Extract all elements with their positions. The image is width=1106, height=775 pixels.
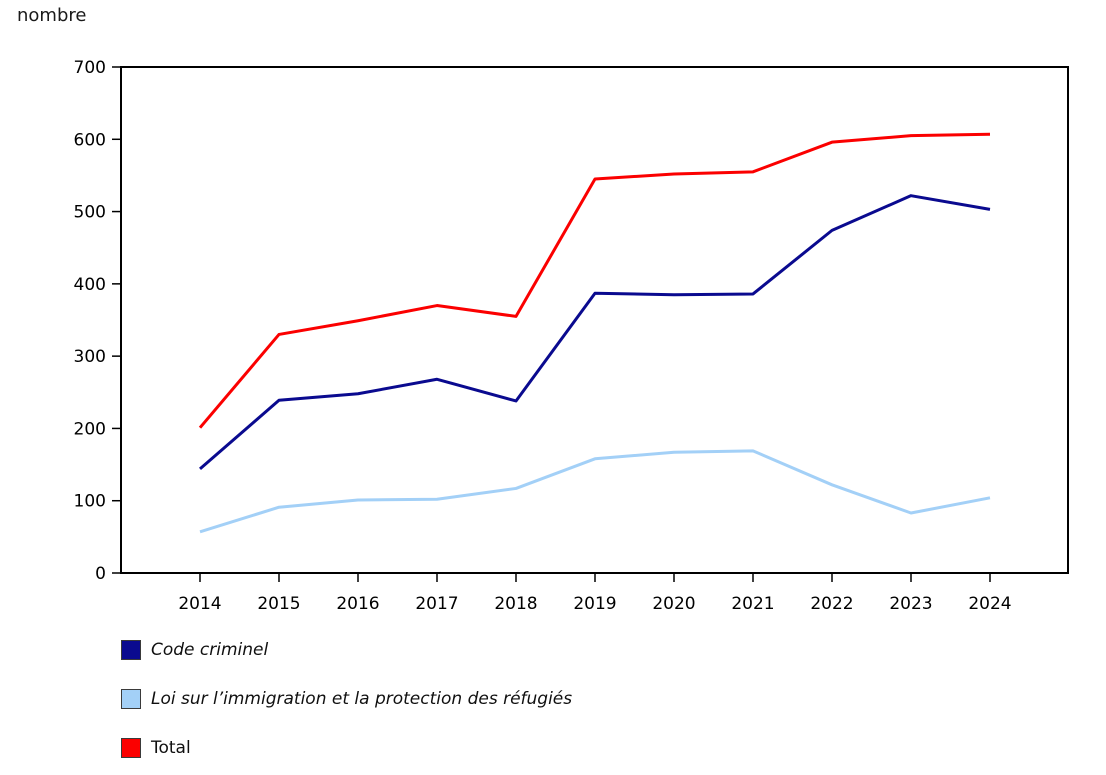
y-axis-tick-label: 400 — [74, 275, 106, 295]
x-axis-tick-label: 2016 — [336, 594, 379, 614]
legend-item: Loi sur l’immigration et la protection d… — [121, 689, 572, 709]
x-axis-tick-label: 2021 — [731, 594, 774, 614]
legend-item-label: Total — [151, 738, 191, 758]
legend-swatch-icon — [121, 689, 141, 709]
legend-item: Total — [121, 738, 572, 758]
legend-item-label: Loi sur l’immigration et la protection d… — [151, 689, 573, 709]
y-axis-tick-label: 600 — [74, 130, 106, 150]
y-axis-tick-label: 700 — [74, 58, 106, 78]
y-axis-tick-label: 500 — [74, 203, 106, 223]
x-axis-tick-label: 2015 — [257, 594, 300, 614]
legend-swatch-icon — [121, 640, 141, 660]
x-axis-tick-label: 2020 — [652, 594, 695, 614]
plot-frame — [120, 66, 1069, 574]
series-line-total — [198, 132, 991, 429]
legend-item: Code criminel — [121, 640, 572, 660]
series-line-code-criminel — [199, 194, 991, 471]
legend-item-label: Code criminel — [151, 640, 269, 660]
y-axis-title: nombre — [17, 5, 87, 26]
x-axis-tick-label: 2017 — [415, 594, 458, 614]
x-axis-tick-label: 2023 — [889, 594, 932, 614]
y-axis-tick-label: 200 — [74, 419, 106, 439]
y-axis-tick-label: 100 — [74, 492, 106, 512]
line-chart: 0 100 200 300 400 500 600 700 2014 2015 2016 2017 20… — [74, 58, 1069, 614]
x-axis-tick-label: 2018 — [494, 594, 537, 614]
y-axis-tick-label: 0 — [95, 564, 106, 584]
legend-swatch-icon — [121, 738, 141, 758]
chart-legend: Code criminel Loi sur l’immigration et la… — [121, 640, 572, 758]
x-axis-tick-label: 2014 — [178, 594, 221, 614]
y-axis-tick-label: 300 — [74, 347, 106, 367]
x-axis-tick-label: 2022 — [810, 594, 853, 614]
x-axis-tick-label: 2019 — [573, 594, 616, 614]
x-axis-tick-label: 2024 — [968, 594, 1011, 614]
series-line-loi-sur-l-immigration-et-la-protection-des-r-fugi-s — [199, 449, 991, 534]
